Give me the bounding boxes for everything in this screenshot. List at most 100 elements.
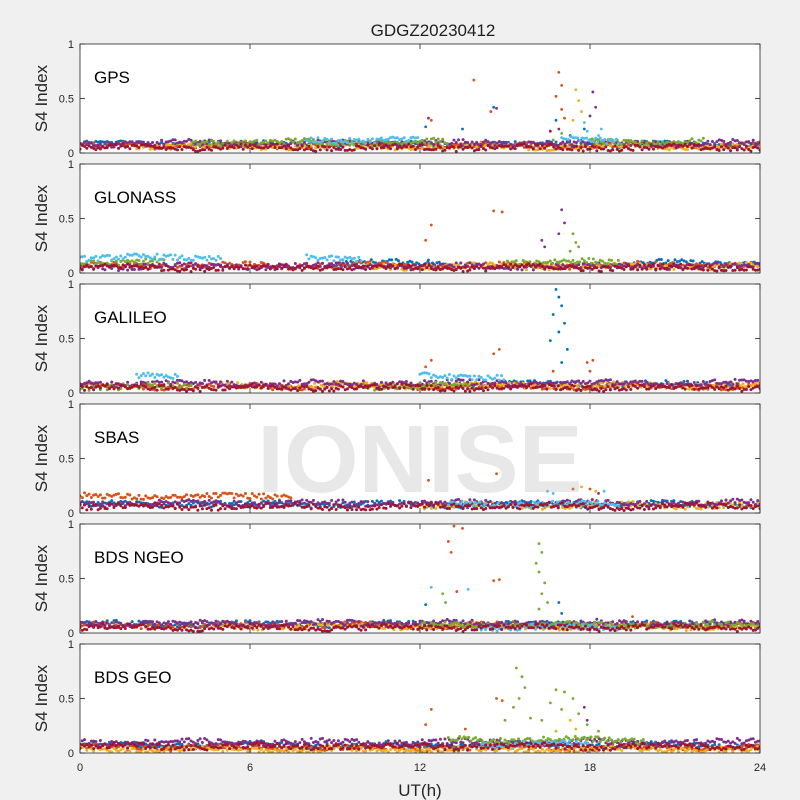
data-point <box>588 379 592 383</box>
data-point <box>343 148 347 152</box>
data-point <box>262 499 266 503</box>
data-point <box>182 388 186 392</box>
data-point <box>579 389 583 393</box>
data-point <box>570 379 574 383</box>
data-point <box>681 263 685 267</box>
data-point <box>642 145 646 149</box>
data-point <box>357 260 361 264</box>
data-point <box>450 377 454 381</box>
data-point <box>484 138 488 142</box>
data-point <box>164 143 168 147</box>
data-point <box>710 146 714 150</box>
data-point <box>400 137 404 141</box>
data-point <box>110 264 114 268</box>
data-point <box>602 379 606 383</box>
data-point <box>701 379 705 383</box>
data-point <box>497 140 501 144</box>
data-point <box>105 492 109 496</box>
data-point <box>588 384 592 388</box>
data-point <box>112 260 116 264</box>
data-point <box>427 267 431 271</box>
data-point <box>608 378 612 382</box>
data-point <box>253 139 257 143</box>
data-point <box>316 264 320 268</box>
data-point <box>398 386 402 390</box>
data-point <box>679 384 683 388</box>
data-point <box>153 264 157 268</box>
data-point <box>647 387 651 391</box>
data-point <box>230 501 234 505</box>
data-point <box>459 373 463 377</box>
data-point <box>591 140 595 144</box>
data-point <box>280 263 284 267</box>
data-point <box>472 388 476 392</box>
data-point <box>611 384 615 388</box>
data-point <box>366 386 370 390</box>
data-point <box>293 148 297 152</box>
data-point <box>175 378 179 382</box>
data-point <box>597 389 601 393</box>
data-point <box>678 259 682 263</box>
data-point <box>357 265 361 269</box>
data-point <box>277 143 281 147</box>
data-point <box>262 146 266 150</box>
data-point <box>492 105 496 109</box>
data-point <box>173 138 177 142</box>
data-point <box>538 141 542 145</box>
data-point <box>582 136 586 140</box>
data-point <box>509 268 513 272</box>
data-point <box>513 383 517 387</box>
data-point <box>658 262 662 266</box>
data-point <box>620 382 624 386</box>
data-point <box>441 262 445 266</box>
data-point <box>645 267 649 271</box>
data-point <box>182 139 186 143</box>
data-point <box>98 262 102 266</box>
data-point <box>325 258 329 262</box>
data-point <box>667 142 671 146</box>
data-point <box>101 145 105 149</box>
data-point <box>169 253 173 257</box>
data-point <box>459 266 463 270</box>
data-point <box>538 381 542 385</box>
data-point <box>576 260 580 264</box>
data-point <box>166 146 170 150</box>
data-point <box>729 387 733 391</box>
data-point <box>570 143 574 147</box>
data-point <box>164 264 168 268</box>
data-point <box>327 263 331 267</box>
data-point <box>305 253 309 257</box>
data-point <box>577 146 581 150</box>
data-point <box>676 144 680 148</box>
data-point <box>196 383 200 387</box>
data-point <box>323 264 327 268</box>
data-point <box>585 261 589 265</box>
data-point <box>243 267 247 271</box>
data-point <box>284 263 288 267</box>
data-point <box>89 264 93 268</box>
data-point <box>665 147 669 151</box>
data-point <box>753 262 757 266</box>
data-point <box>393 385 397 389</box>
data-point <box>649 265 653 269</box>
data-point <box>398 144 402 148</box>
data-point <box>568 382 572 386</box>
data-point <box>119 266 123 270</box>
data-point <box>330 149 334 153</box>
data-point <box>676 265 680 269</box>
data-point <box>89 256 93 260</box>
data-point <box>511 262 515 266</box>
data-point <box>355 266 359 270</box>
data-point <box>617 149 621 153</box>
data-point <box>275 264 279 268</box>
data-point <box>325 381 329 385</box>
data-point <box>534 142 538 146</box>
data-point <box>583 385 587 389</box>
data-point <box>699 139 703 143</box>
data-point <box>284 386 288 390</box>
data-point <box>543 142 547 146</box>
data-point <box>631 140 635 144</box>
data-point <box>463 373 467 377</box>
panel-label: GPS <box>94 68 130 87</box>
data-point <box>564 137 568 141</box>
